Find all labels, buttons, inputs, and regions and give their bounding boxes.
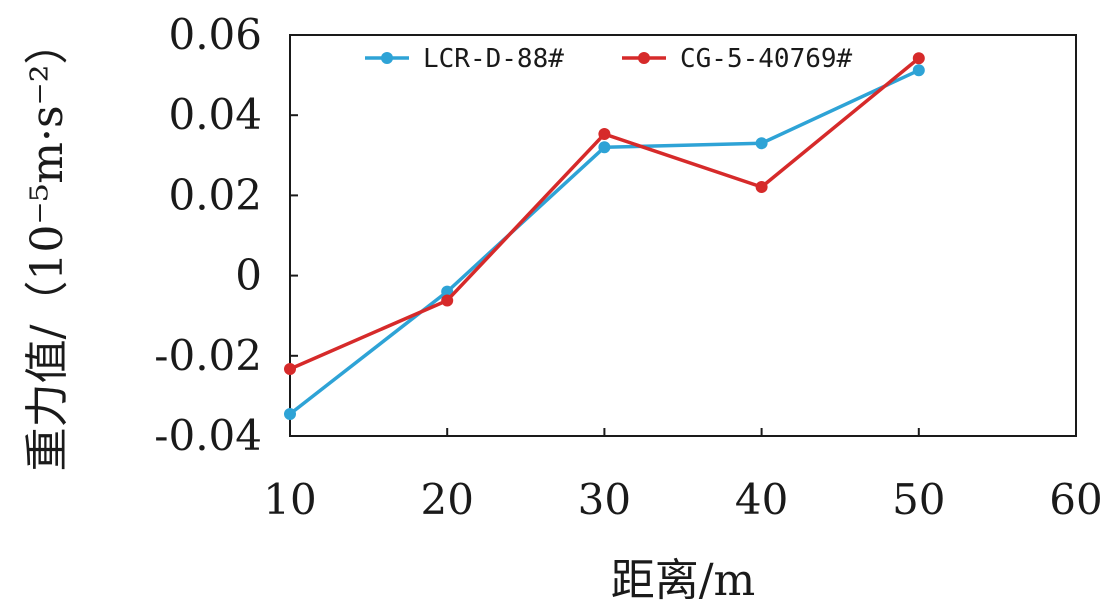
- y-axis-title: 重力值/（10⁻⁵m·s⁻²）: [22, 21, 73, 472]
- series-0-point-2: [598, 141, 611, 154]
- x-tick-label-5: 60: [1049, 475, 1102, 524]
- x-tick-label-2: 30: [578, 475, 631, 524]
- series-1-point-3: [755, 180, 768, 193]
- series-0-point-3: [755, 137, 768, 150]
- x-axis: 10 20 30 40 50 60: [263, 428, 1103, 524]
- series-line-1: [289, 56, 920, 371]
- series-layer: [284, 52, 925, 420]
- series-1-point-2: [598, 128, 611, 141]
- series-line-0: [288, 68, 920, 416]
- legend-label-1: CG-5-40769#: [680, 44, 853, 74]
- x-tick-label-0: 10: [263, 475, 316, 524]
- x-tick-label-4: 50: [892, 475, 945, 524]
- series-0-point-4: [912, 64, 925, 77]
- series-1-point-4: [912, 52, 925, 65]
- legend-marker-1: [638, 52, 650, 64]
- series-1-point-0: [284, 363, 296, 376]
- y-tick-label-0: -0.04: [154, 411, 262, 460]
- y-tick-label-2: 0: [235, 251, 262, 300]
- x-tick-label-1: 20: [420, 475, 473, 524]
- series-1-point-1: [441, 294, 454, 307]
- y-tick-label-1: -0.02: [154, 331, 262, 380]
- y-tick-label-5: 0.06: [168, 10, 262, 59]
- legend-marker-0: [381, 52, 393, 64]
- x-tick-label-3: 40: [735, 475, 788, 524]
- x-axis-title: 距离/m: [611, 555, 756, 606]
- legend-label-0: LCR-D-88#: [423, 44, 564, 74]
- series-0-point-1: [441, 285, 454, 298]
- y-tick-label-3: 0.02: [168, 170, 262, 219]
- legend: LCR-D-88# CG-5-40769#: [365, 44, 853, 74]
- y-tick-label-4: 0.04: [168, 90, 262, 139]
- y-axis: -0.04 -0.02 0 0.02 0.04 0.06: [154, 10, 298, 460]
- plot-frame: [289, 34, 1077, 437]
- series-0-point-0: [284, 407, 296, 420]
